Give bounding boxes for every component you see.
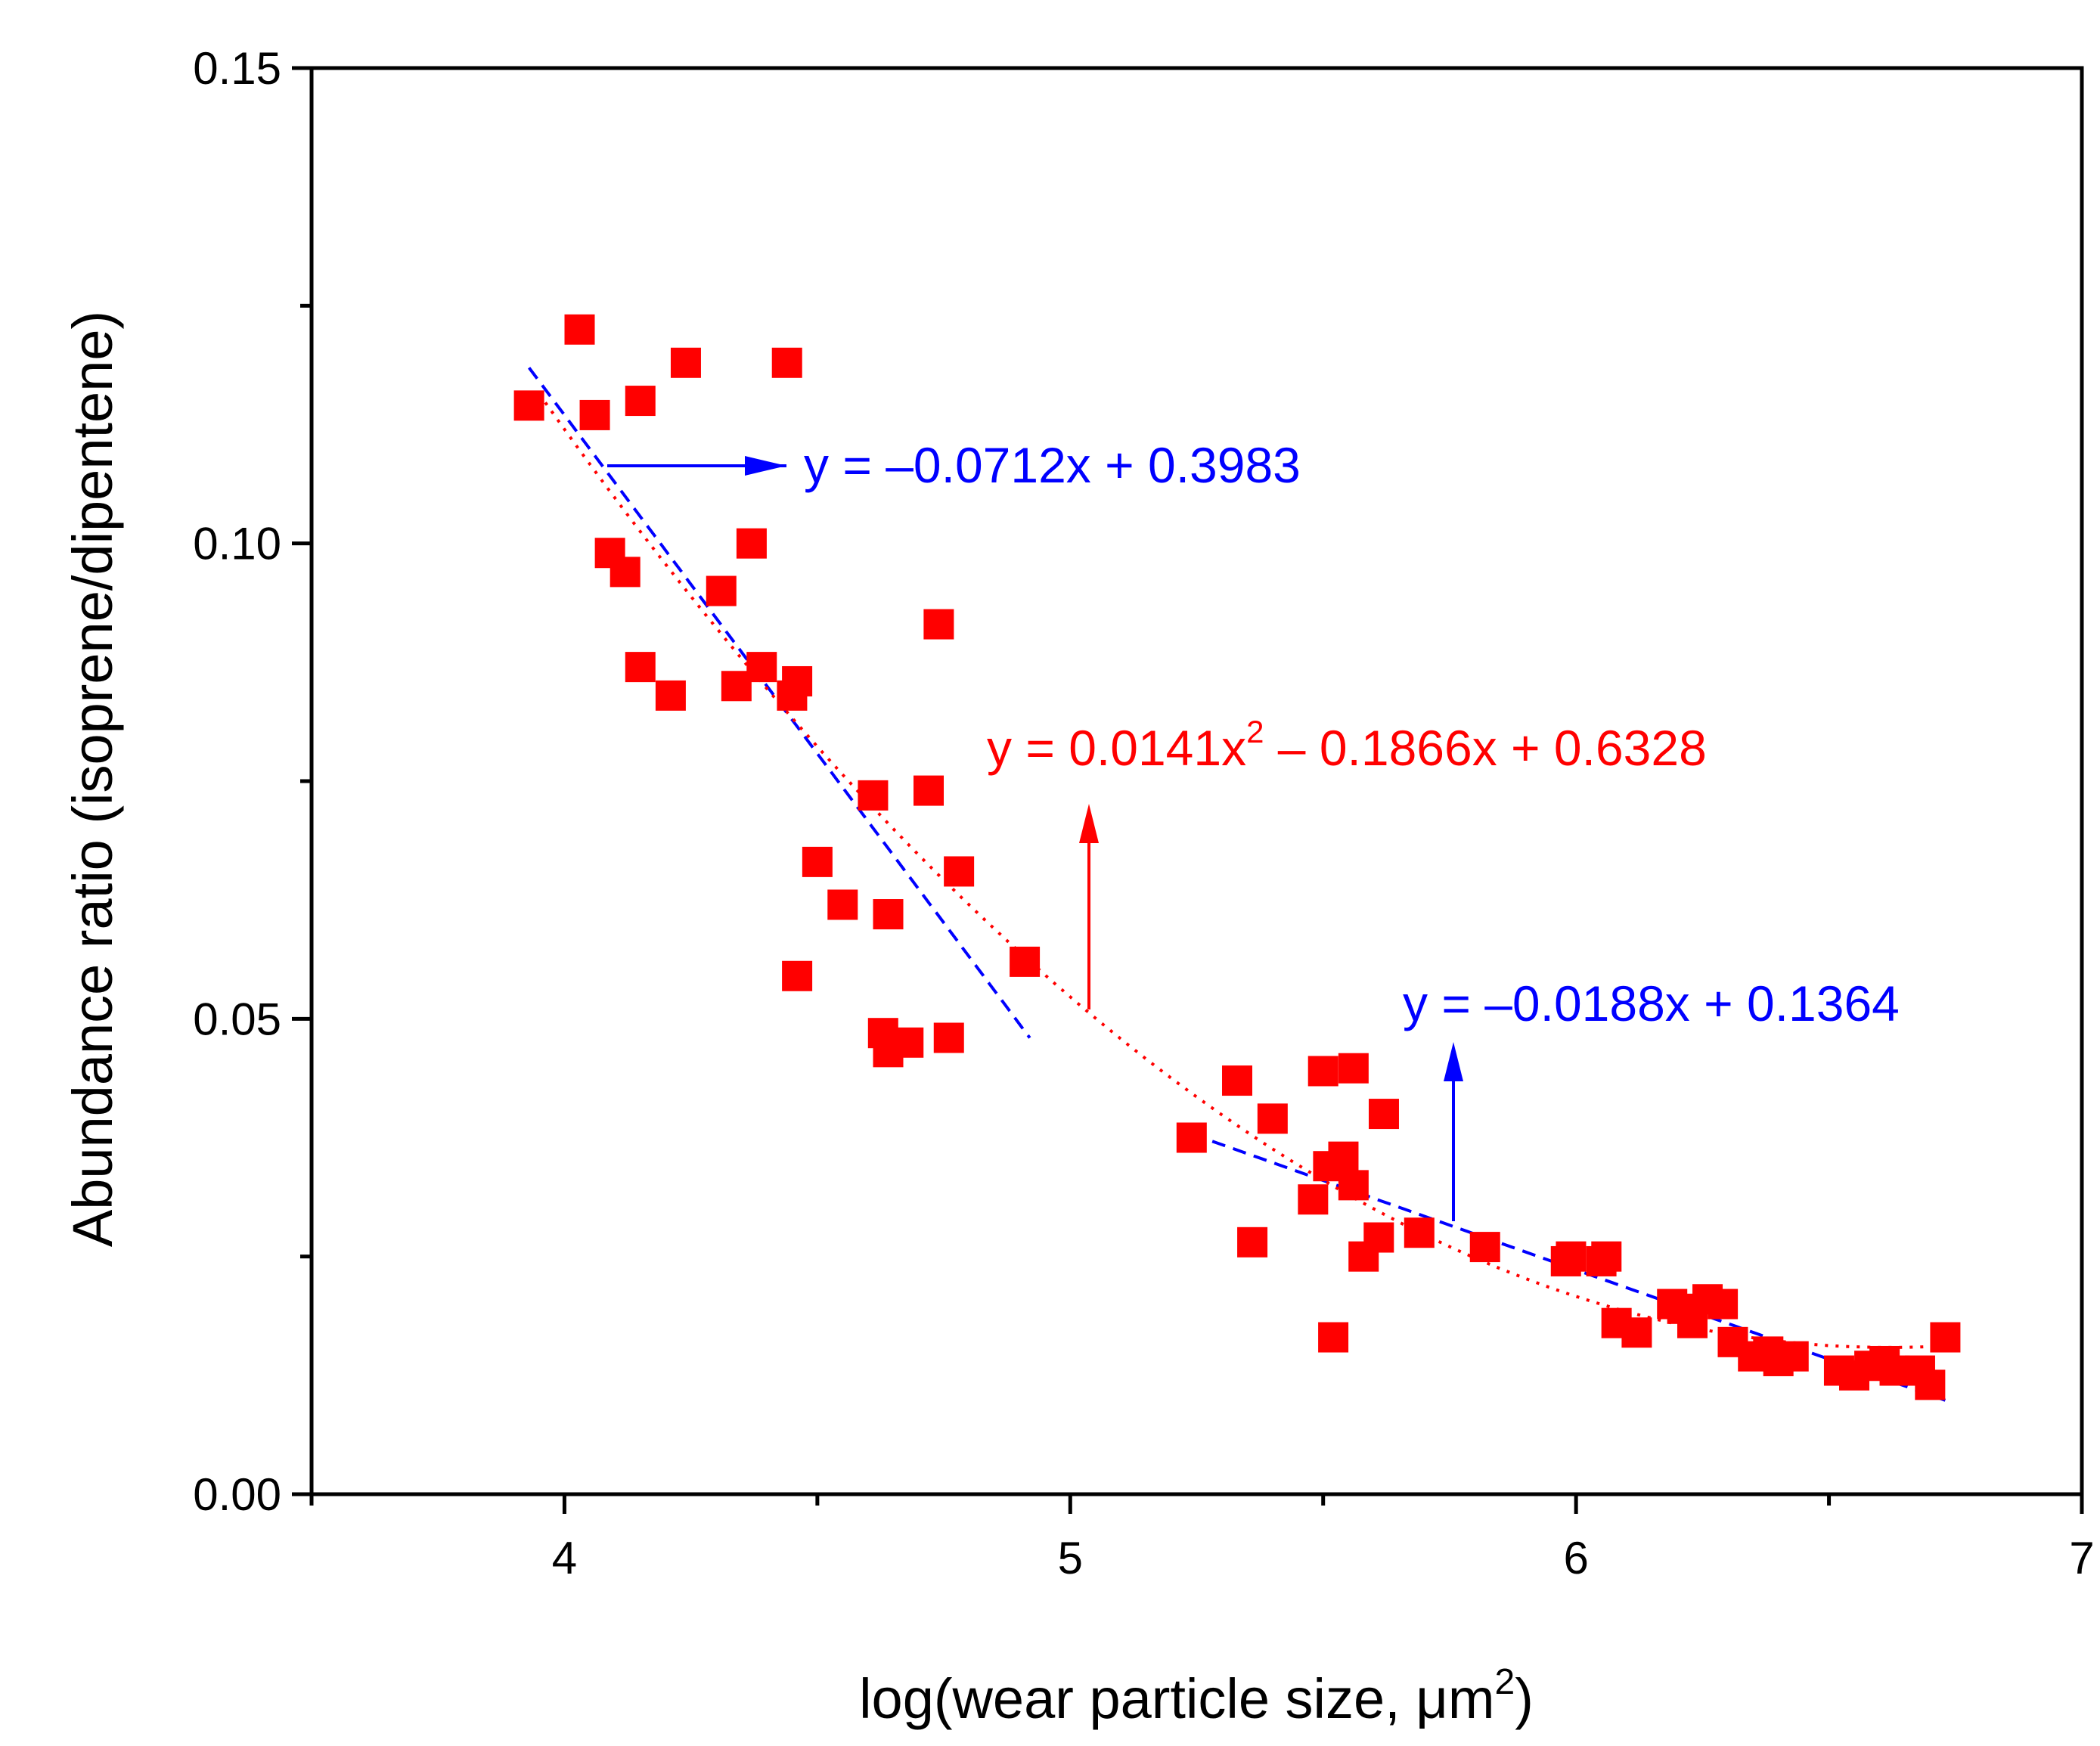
data-point bbox=[1318, 1322, 1349, 1353]
data-point bbox=[736, 528, 767, 559]
data-point bbox=[1404, 1217, 1435, 1248]
x-tick-label: 5 bbox=[1058, 1533, 1083, 1583]
data-point bbox=[564, 314, 595, 345]
data-point bbox=[1010, 946, 1041, 977]
x-tick-label: 7 bbox=[2069, 1533, 2094, 1583]
equation-linear-low: y = –0.0712x + 0.3983 bbox=[804, 437, 1301, 493]
data-point bbox=[914, 775, 945, 806]
data-point bbox=[1591, 1241, 1622, 1272]
equation-quadratic: y = 0.0141x2 – 0.1866x + 0.6328 bbox=[987, 714, 1707, 776]
data-point bbox=[1328, 1141, 1359, 1172]
annotation-arrows bbox=[607, 456, 1463, 1221]
data-point bbox=[513, 390, 544, 421]
data-point bbox=[1368, 1099, 1399, 1130]
y-tick-label: 0.00 bbox=[193, 1469, 281, 1520]
data-point bbox=[1176, 1122, 1207, 1153]
arrow-eq3-head bbox=[1444, 1042, 1463, 1081]
fit-lines bbox=[527, 367, 1946, 1402]
data-point bbox=[1363, 1222, 1394, 1253]
equation-quadratic-part1: y = 0.0141x bbox=[987, 720, 1246, 776]
data-point bbox=[610, 557, 641, 588]
data-point bbox=[625, 386, 656, 417]
y-tick-label: 0.05 bbox=[193, 994, 281, 1044]
data-point bbox=[1257, 1103, 1288, 1134]
equation-quadratic-sup: 2 bbox=[1246, 714, 1264, 749]
data-point bbox=[706, 575, 737, 606]
x-axis-title-text: log(wear particle size, μm bbox=[859, 1667, 1494, 1730]
data-point bbox=[1222, 1065, 1253, 1096]
data-point bbox=[923, 609, 954, 640]
data-point bbox=[1778, 1341, 1809, 1372]
x-axis-title-close: ) bbox=[1515, 1667, 1534, 1730]
data-points bbox=[513, 314, 1961, 1400]
y-tick-label: 0.10 bbox=[193, 519, 281, 569]
equation-linear-high: y = –0.0188x + 0.1364 bbox=[1403, 975, 1900, 1031]
data-point bbox=[944, 856, 975, 887]
data-point bbox=[1338, 1053, 1369, 1084]
data-point bbox=[1237, 1227, 1268, 1258]
data-point bbox=[721, 671, 752, 702]
data-point bbox=[1307, 1056, 1338, 1087]
arrow-eq2-head bbox=[1079, 804, 1099, 843]
y-tick-label: 0.15 bbox=[193, 43, 281, 94]
quadratic-fit bbox=[538, 392, 1946, 1349]
data-point bbox=[1915, 1369, 1946, 1400]
y-axis-title: Abundance ratio (isoprene/dipentene) bbox=[61, 311, 124, 1247]
x-axis-title-sup: 2 bbox=[1495, 1662, 1515, 1702]
data-point bbox=[1930, 1322, 1961, 1353]
data-point bbox=[1298, 1184, 1329, 1215]
data-point bbox=[670, 347, 701, 378]
data-point bbox=[858, 780, 889, 811]
x-tick-label: 4 bbox=[552, 1533, 577, 1583]
data-point bbox=[873, 899, 904, 930]
data-point bbox=[625, 652, 656, 683]
data-point bbox=[782, 665, 813, 696]
equation-quadratic-part2: – 0.1866x + 0.6328 bbox=[1264, 720, 1706, 776]
data-point bbox=[1708, 1289, 1739, 1320]
data-point bbox=[1338, 1170, 1369, 1201]
data-point bbox=[579, 399, 610, 430]
data-point bbox=[655, 680, 686, 711]
data-point bbox=[1469, 1232, 1500, 1263]
data-point bbox=[1556, 1241, 1587, 1272]
data-point bbox=[933, 1022, 964, 1053]
data-point bbox=[746, 652, 777, 683]
data-point bbox=[1879, 1355, 1910, 1386]
arrow-eq1-head bbox=[745, 456, 786, 476]
axis-ticks: 4 5 6 7 0.00 0.05 0.10 0.15 bbox=[193, 43, 2094, 1583]
data-point bbox=[782, 960, 813, 991]
x-axis-title: log(wear particle size, μm2) bbox=[859, 1662, 1534, 1730]
data-point bbox=[827, 889, 858, 920]
data-point bbox=[893, 1027, 924, 1058]
data-point bbox=[771, 347, 802, 378]
data-point bbox=[802, 846, 833, 877]
x-tick-label: 6 bbox=[1563, 1533, 1588, 1583]
data-point bbox=[1621, 1317, 1652, 1348]
plot-frame bbox=[309, 66, 2084, 1496]
